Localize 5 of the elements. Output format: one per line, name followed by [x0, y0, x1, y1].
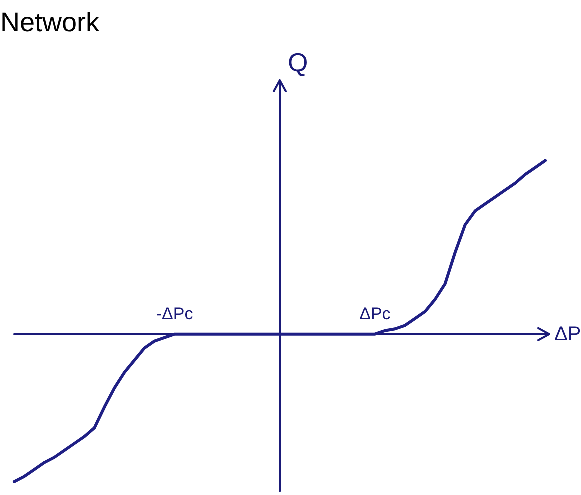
y-axis-title: Q	[288, 48, 308, 78]
x-tick-label: ΔPc	[360, 304, 392, 324]
x-axis-title: ΔP	[554, 323, 581, 346]
x-tick-label: -ΔPc	[156, 304, 194, 324]
chart-title: Network	[0, 8, 100, 38]
